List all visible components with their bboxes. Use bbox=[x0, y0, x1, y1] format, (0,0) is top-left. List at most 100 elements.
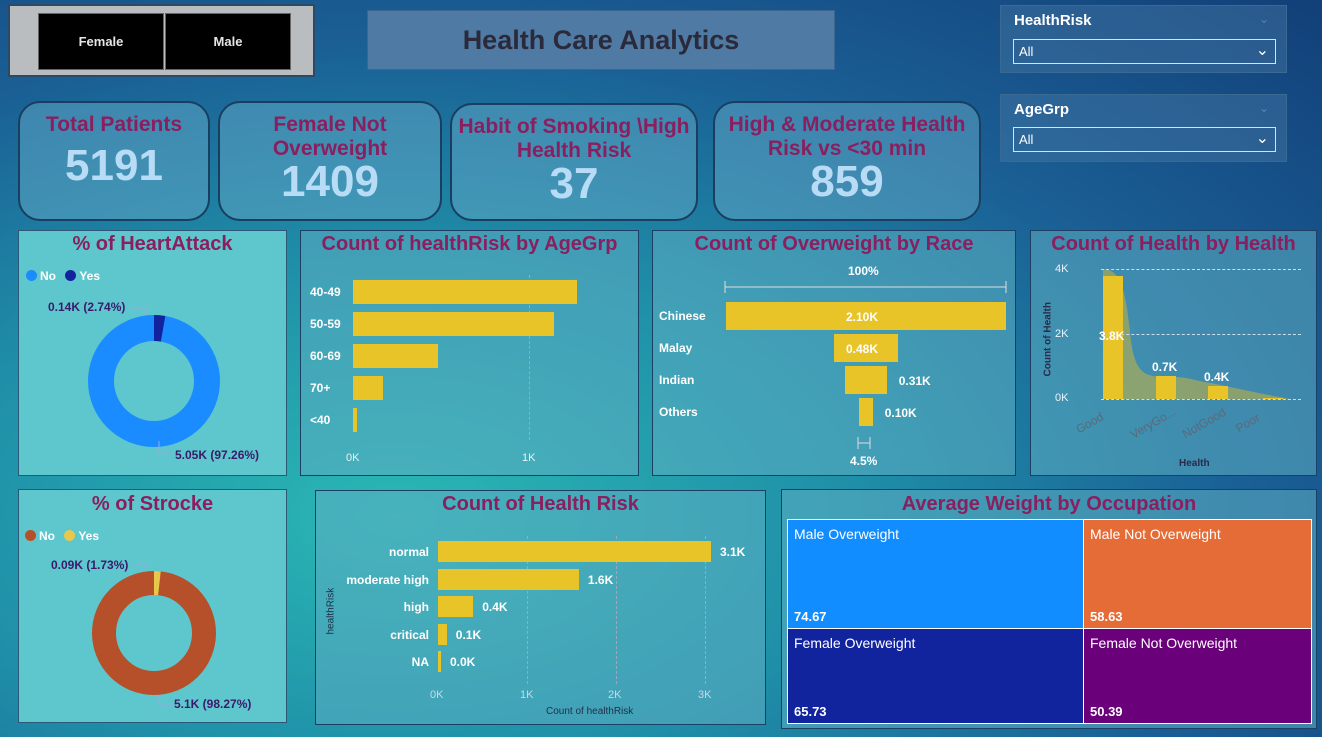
health-gridline bbox=[1101, 334, 1301, 335]
kpi-female-not-overweight: Female Not Overweight 1409 bbox=[218, 101, 442, 221]
health-xlabel: Health bbox=[1179, 458, 1210, 469]
heartattack-no-label: 5.05K (97.26%) bbox=[175, 448, 260, 462]
stroke-legend: No Yes bbox=[25, 529, 99, 543]
health-ytick: 4K bbox=[1055, 263, 1069, 275]
healthrisk-value-label: 0.0K bbox=[450, 655, 476, 669]
treemap-cell-female-overweight[interactable]: Female Overweight 65.73 bbox=[787, 628, 1084, 724]
heartattack-title: % of HeartAttack bbox=[72, 233, 233, 255]
healthrisk-filter: HealthRisk ⌄ All ⌄ bbox=[1000, 5, 1287, 73]
healthrisk-bar[interactable] bbox=[438, 568, 579, 590]
kpi-value: 859 bbox=[810, 157, 884, 206]
male-label: Male bbox=[213, 34, 243, 49]
kpi-label-line1: Habit of Smoking \High bbox=[458, 115, 690, 138]
agegrp-dropdown-value: All bbox=[1019, 132, 1034, 147]
treemap-cell-value: 74.67 bbox=[794, 609, 827, 624]
treemap-cell-male-not-overweight[interactable]: Male Not Overweight 58.63 bbox=[1083, 519, 1312, 629]
health-bar[interactable] bbox=[1263, 398, 1283, 399]
agegrp-bar[interactable] bbox=[353, 376, 383, 400]
male-button[interactable]: Male bbox=[165, 13, 291, 70]
healthrisk-xtick: 2K bbox=[608, 689, 622, 701]
race-bottom-marker bbox=[857, 437, 871, 449]
treemap-cell-female-not-overweight[interactable]: Female Not Overweight 50.39 bbox=[1083, 628, 1312, 724]
race-category-label: Indian bbox=[659, 373, 695, 387]
kpi-label-line2: Health Risk bbox=[516, 139, 632, 162]
heartattack-donut bbox=[88, 314, 220, 447]
female-button[interactable]: Female bbox=[38, 13, 164, 70]
healthrisk-panel: Count of Health Risk normal 3.1K moderate … bbox=[315, 490, 766, 725]
healthrisk-bar[interactable] bbox=[438, 651, 441, 672]
agegrp-collapse-icon[interactable]: ⌄ bbox=[1259, 101, 1270, 115]
agegrp-filter-title: AgeGrp bbox=[1014, 101, 1070, 118]
stroke-donut bbox=[92, 571, 216, 695]
agegrp-filter: AgeGrp ⌄ All ⌄ bbox=[1000, 94, 1287, 162]
agegrp-bar[interactable] bbox=[353, 408, 358, 432]
agegrp-xtick: 0K bbox=[346, 452, 360, 464]
healthrisk-bar[interactable] bbox=[438, 541, 711, 562]
agegrp-panel: Count of healthRisk by AgeGrp 40-49 50-59… bbox=[300, 230, 639, 476]
healthrisk-value-label: 3.1K bbox=[720, 545, 746, 559]
kpi-label-line1: Female Not bbox=[273, 113, 387, 136]
race-bar[interactable] bbox=[845, 366, 887, 394]
agegrp-bar[interactable] bbox=[353, 280, 577, 304]
treemap-cell-male-overweight[interactable]: Male Overweight 74.67 bbox=[787, 519, 1084, 629]
race-top-label: 100% bbox=[848, 264, 879, 278]
healthrisk-xtick: 1K bbox=[520, 689, 534, 701]
race-bar[interactable] bbox=[834, 334, 898, 362]
health-category-label: Good bbox=[1073, 409, 1106, 437]
health-gridline bbox=[1101, 269, 1301, 270]
heartattack-legend: No Yes bbox=[26, 269, 100, 283]
treemap-cell-label: Male Overweight bbox=[794, 526, 900, 542]
healthrisk-category-label: critical bbox=[390, 627, 429, 642]
healthrisk-bar[interactable] bbox=[438, 623, 447, 645]
health-ytick: 2K bbox=[1055, 328, 1069, 340]
stroke-yes-label: 0.09K (1.73%) bbox=[51, 558, 129, 572]
race-category-label: Malay bbox=[659, 341, 693, 355]
healthrisk-gridline bbox=[527, 536, 528, 684]
kpi-value: 5191 bbox=[65, 141, 163, 190]
agegrp-bar[interactable] bbox=[353, 312, 554, 336]
healthrisk-category-label: NA bbox=[411, 655, 429, 669]
healthrisk-dropdown[interactable]: All ⌄ bbox=[1013, 39, 1276, 64]
health-plot: 3.8K Good 0.7K VeryGo... 0.4K NotGood Poor bbox=[1031, 231, 1318, 477]
health-ylabel: Count of Health bbox=[1042, 302, 1054, 377]
agegrp-bar[interactable] bbox=[353, 344, 438, 368]
agegrp-dropdown[interactable]: All ⌄ bbox=[1013, 127, 1276, 152]
heartattack-panel: % of HeartAttack No Yes 0.14K (2.74%) 5.… bbox=[18, 230, 287, 476]
legend-yes-label: Yes bbox=[78, 529, 100, 543]
kpi-value: 37 bbox=[549, 159, 599, 208]
healthrisk-gridline bbox=[616, 536, 617, 684]
healthrisk-bar[interactable] bbox=[438, 596, 474, 617]
legend-no-label: No bbox=[39, 529, 55, 543]
healthrisk-title: Count of Health Risk bbox=[442, 493, 639, 515]
legend-no-dot bbox=[26, 270, 37, 281]
health-bar[interactable] bbox=[1208, 386, 1228, 399]
race-category-label: Chinese bbox=[659, 309, 706, 323]
race-bar[interactable] bbox=[859, 398, 873, 426]
health-value-label: 3.8K bbox=[1099, 329, 1125, 343]
health-value-label: 0.7K bbox=[1152, 360, 1178, 375]
legend-no-label: No bbox=[40, 269, 56, 283]
kpi-label: Total Patients bbox=[45, 113, 183, 136]
legend-no-dot bbox=[25, 530, 36, 541]
health-bar[interactable] bbox=[1103, 275, 1123, 399]
treemap-title: Average Weight by Occupation bbox=[901, 493, 1197, 515]
agegrp-category-label: 60-69 bbox=[310, 349, 341, 363]
healthrisk-gridline bbox=[705, 536, 706, 684]
kpi-high-moderate-risk: High & Moderate Health Risk vs <30 min 8… bbox=[713, 101, 981, 221]
healthrisk-category-label: moderate high bbox=[346, 572, 429, 587]
agegrp-category-label: 50-59 bbox=[310, 317, 341, 331]
race-bar[interactable] bbox=[726, 302, 1006, 330]
stroke-leader-lines bbox=[135, 564, 171, 705]
agegrp-xtick: 1K bbox=[522, 452, 536, 464]
treemap-cell-value: 50.39 bbox=[1090, 704, 1123, 719]
legend-yes-dot bbox=[64, 530, 76, 541]
donut-slice-yes[interactable] bbox=[153, 314, 166, 342]
page-title-box: Health Care Analytics bbox=[367, 10, 835, 70]
healthrisk-collapse-icon[interactable]: ⌄ bbox=[1259, 12, 1270, 26]
kpi-total-patients: Total Patients 5191 bbox=[18, 101, 210, 221]
healthrisk-xtick: 0K bbox=[430, 689, 444, 701]
race-title: Count of Overweight by Race bbox=[694, 233, 974, 255]
health-bar[interactable] bbox=[1156, 376, 1176, 400]
treemap-cell-value: 65.73 bbox=[794, 704, 827, 719]
race-bottom-label: 4.5% bbox=[850, 454, 878, 468]
